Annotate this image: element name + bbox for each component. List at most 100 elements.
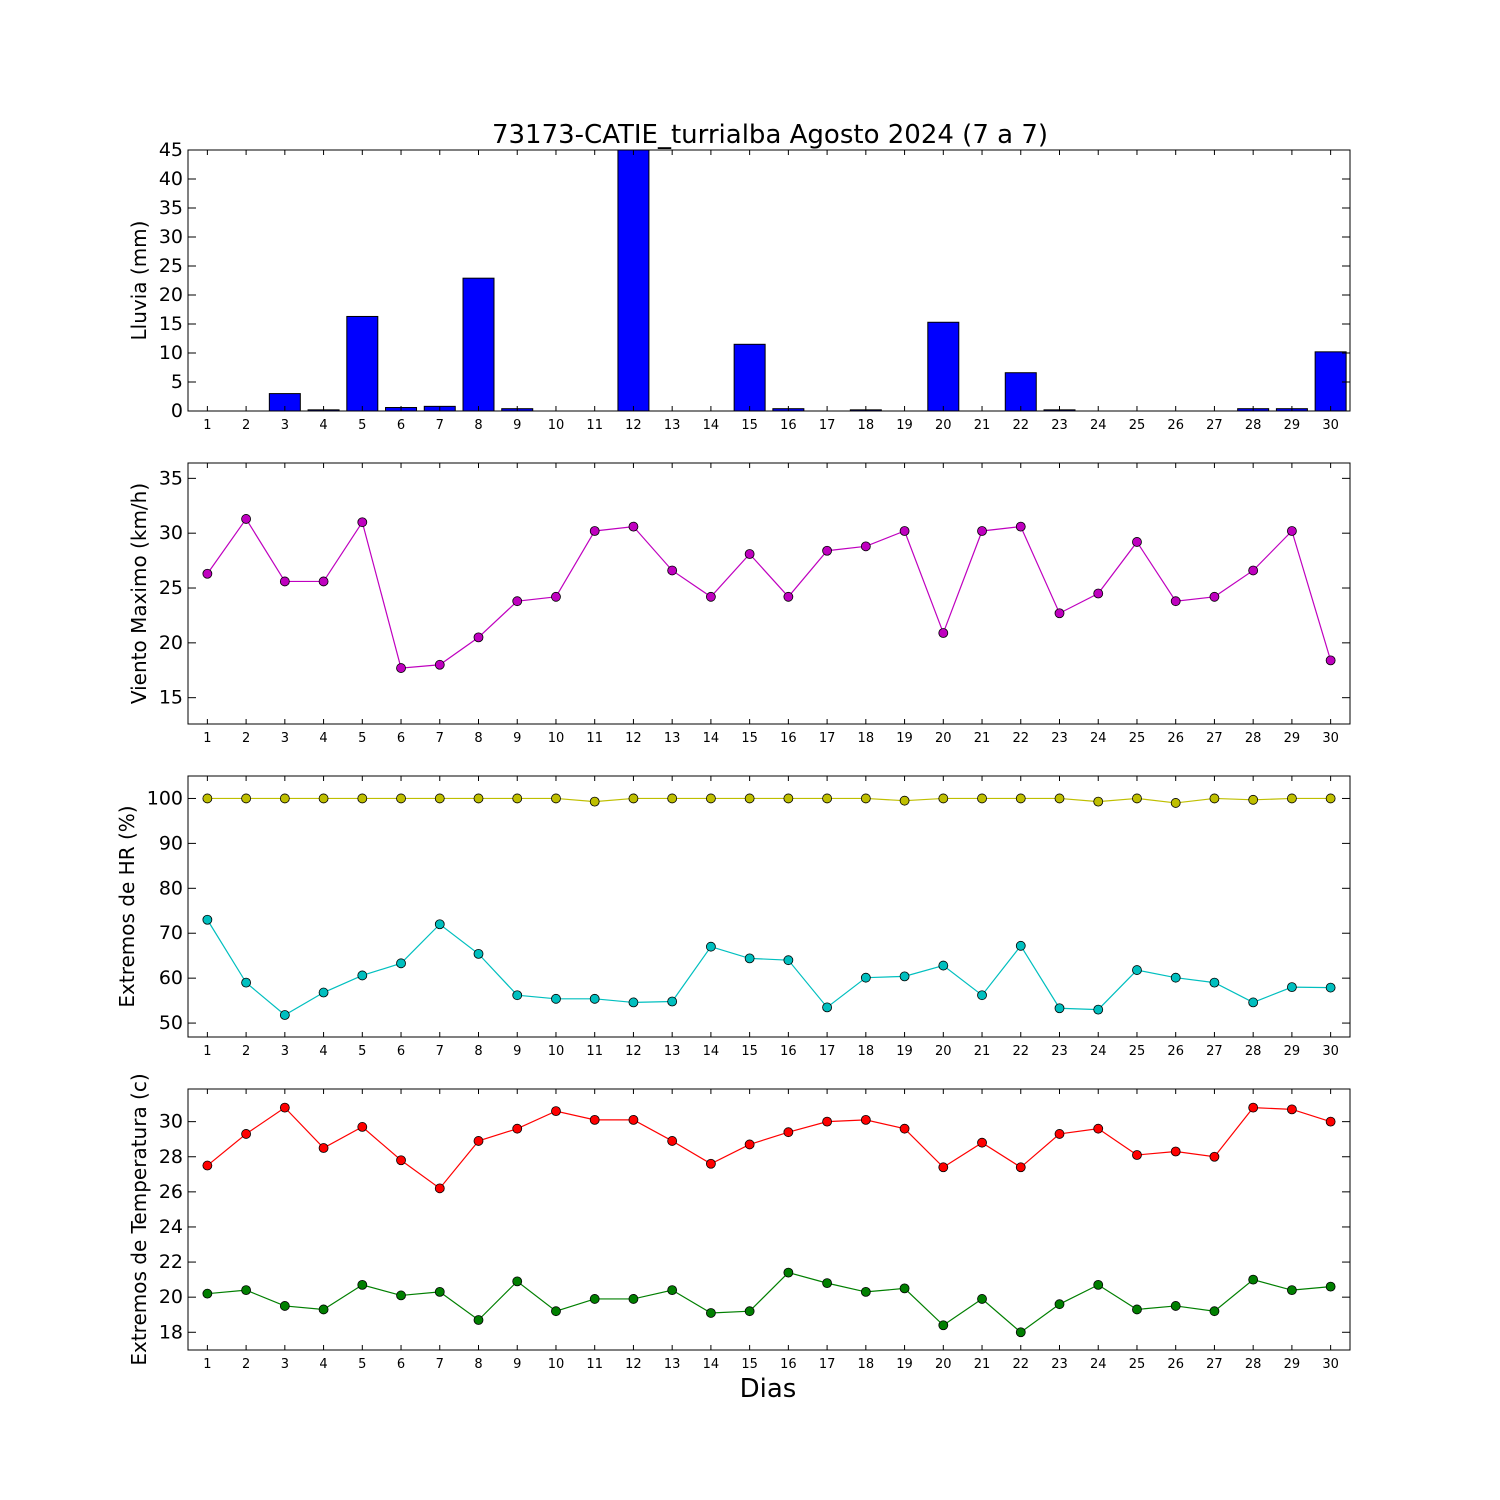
y-tick-label-lluvia-30: 30 (159, 226, 183, 248)
x-tick-label-lluvia-17: 17 (819, 418, 836, 433)
point-hr-1-day-4 (318, 987, 329, 998)
x-tick-label-temp-2: 2 (242, 1357, 250, 1372)
point-hr-1-day-22 (1015, 940, 1026, 951)
point-temp-0-day-21 (977, 1137, 987, 1148)
x-tick-label-viento-15: 15 (741, 731, 758, 746)
x-tick-label-hr-6: 6 (397, 1044, 405, 1059)
point-temp-0-day-28 (1248, 1102, 1259, 1113)
point-viento-0-day-10 (551, 591, 561, 602)
x-tick-label-lluvia-3: 3 (281, 418, 289, 433)
point-hr-0-day-25 (1132, 793, 1142, 804)
y-tick-label-viento-20: 20 (159, 632, 183, 654)
point-hr-0-day-22 (1015, 793, 1026, 804)
point-viento-0-day-15 (744, 549, 755, 559)
x-tick-label-viento-7: 7 (436, 731, 444, 746)
y-tick-label-temp-24: 24 (159, 1216, 183, 1238)
x-tick-label-viento-18: 18 (858, 731, 875, 746)
point-hr-0-day-10 (551, 793, 561, 804)
point-temp-1-day-22 (1015, 1327, 1026, 1338)
x-tick-label-lluvia-10: 10 (548, 418, 565, 433)
x-tick-label-viento-10: 10 (548, 731, 565, 746)
x-tick-label-lluvia-28: 28 (1245, 418, 1262, 433)
y-tick-label-temp-22: 22 (159, 1251, 183, 1273)
y-tick-label-viento-35: 35 (159, 467, 183, 489)
x-tick-label-temp-29: 29 (1284, 1357, 1301, 1372)
point-hr-1-day-15 (744, 953, 755, 964)
point-temp-0-day-20 (938, 1162, 949, 1173)
point-temp-1-day-15 (744, 1306, 755, 1317)
x-tick-label-viento-27: 27 (1206, 731, 1223, 746)
x-tick-label-temp-5: 5 (358, 1357, 366, 1372)
point-viento-0-day-18 (860, 541, 871, 552)
axes-frame-temp (187, 1088, 1351, 1351)
plot-area-temp (202, 1102, 1336, 1338)
point-hr-1-day-3 (279, 1010, 290, 1020)
x-tick-label-temp-3: 3 (281, 1357, 289, 1372)
x-tick-label-lluvia-19: 19 (896, 418, 913, 433)
y-tick-label-lluvia-15: 15 (159, 313, 183, 335)
y-tick-label-lluvia-35: 35 (159, 197, 183, 219)
x-tick-label-viento-24: 24 (1090, 731, 1107, 746)
plot-area-hr (202, 793, 1336, 1020)
point-temp-0-day-24 (1093, 1123, 1104, 1134)
point-temp-0-day-17 (822, 1116, 832, 1127)
point-viento-0-day-30 (1325, 655, 1336, 666)
point-viento-0-day-14 (706, 591, 716, 602)
y-tick-label-viento-15: 15 (159, 687, 183, 709)
y-axis-label-viento: Viento Maximo (km/h) (127, 483, 151, 704)
x-tick-label-hr-10: 10 (548, 1044, 565, 1059)
x-tick-label-temp-23: 23 (1051, 1357, 1068, 1372)
x-tick-label-hr-9: 9 (513, 1044, 521, 1059)
x-tick-label-lluvia-24: 24 (1090, 418, 1107, 433)
x-tick-label-lluvia-5: 5 (358, 418, 366, 433)
point-hr-1-day-19 (899, 971, 910, 982)
x-tick-label-hr-19: 19 (896, 1044, 913, 1059)
point-hr-0-day-19 (899, 795, 910, 806)
panels: 1 2 3 4 5 6 7 8 9 10 11 12 13 14 15 16 17 18 19 20 21 22 23 24 2… (115, 139, 1351, 1372)
point-hr-1-day-1 (202, 914, 213, 925)
point-hr-0-day-12 (628, 793, 639, 804)
x-tick-label-hr-12: 12 (625, 1044, 642, 1059)
x-tick-label-temp-25: 25 (1129, 1357, 1146, 1372)
x-tick-label-temp-18: 18 (858, 1357, 875, 1372)
point-hr-1-day-6 (396, 958, 406, 969)
x-tick-label-viento-1: 1 (203, 731, 211, 746)
point-hr-0-day-30 (1325, 793, 1336, 804)
x-tick-label-viento-9: 9 (513, 731, 521, 746)
x-tick-label-hr-16: 16 (780, 1044, 797, 1059)
point-temp-0-day-1 (202, 1160, 213, 1171)
x-tick-label-hr-4: 4 (319, 1044, 327, 1059)
point-viento-0-day-25 (1132, 537, 1142, 547)
point-temp-1-day-11 (589, 1294, 600, 1304)
point-temp-0-day-2 (241, 1129, 252, 1139)
bar-day-3 (268, 393, 301, 411)
point-temp-1-day-20 (938, 1320, 949, 1331)
point-temp-1-day-3 (279, 1301, 290, 1311)
figure-title: 73173-CATIE_turrialba Agosto 2024 (7 a 7… (492, 120, 1048, 150)
x-tick-label-temp-22: 22 (1012, 1357, 1029, 1372)
point-hr-1-day-29 (1287, 982, 1297, 993)
point-hr-1-day-23 (1054, 1003, 1065, 1014)
x-tick-label-temp-10: 10 (548, 1357, 565, 1372)
point-temp-0-day-30 (1325, 1116, 1336, 1127)
point-viento-0-day-22 (1015, 521, 1026, 532)
x-tick-label-lluvia-27: 27 (1206, 418, 1223, 433)
y-tick-label-viento-30: 30 (159, 522, 183, 544)
x-tick-label-hr-29: 29 (1284, 1044, 1301, 1059)
x-tick-label-viento-3: 3 (281, 731, 289, 746)
point-hr-0-day-15 (744, 793, 755, 804)
point-hr-0-day-7 (434, 793, 445, 804)
x-tick-label-hr-21: 21 (974, 1044, 991, 1059)
axes-frame-viento (187, 462, 1351, 725)
point-hr-0-day-28 (1248, 794, 1259, 805)
x-tick-label-lluvia-12: 12 (625, 418, 642, 433)
y-tick-label-viento-25: 25 (159, 577, 183, 599)
point-viento-0-day-9 (512, 596, 523, 607)
x-tick-label-temp-20: 20 (935, 1357, 952, 1372)
x-tick-label-hr-23: 23 (1051, 1044, 1068, 1059)
x-tick-label-hr-2: 2 (242, 1044, 250, 1059)
panel-lluvia: 1 2 3 4 5 6 7 8 9 10 11 12 13 14 15 16 17 18 19 20 21 22 23 24 2… (127, 139, 1351, 433)
x-tick-label-lluvia-6: 6 (397, 418, 405, 433)
point-temp-0-day-5 (357, 1122, 368, 1132)
x-tick-label-hr-5: 5 (358, 1044, 366, 1059)
